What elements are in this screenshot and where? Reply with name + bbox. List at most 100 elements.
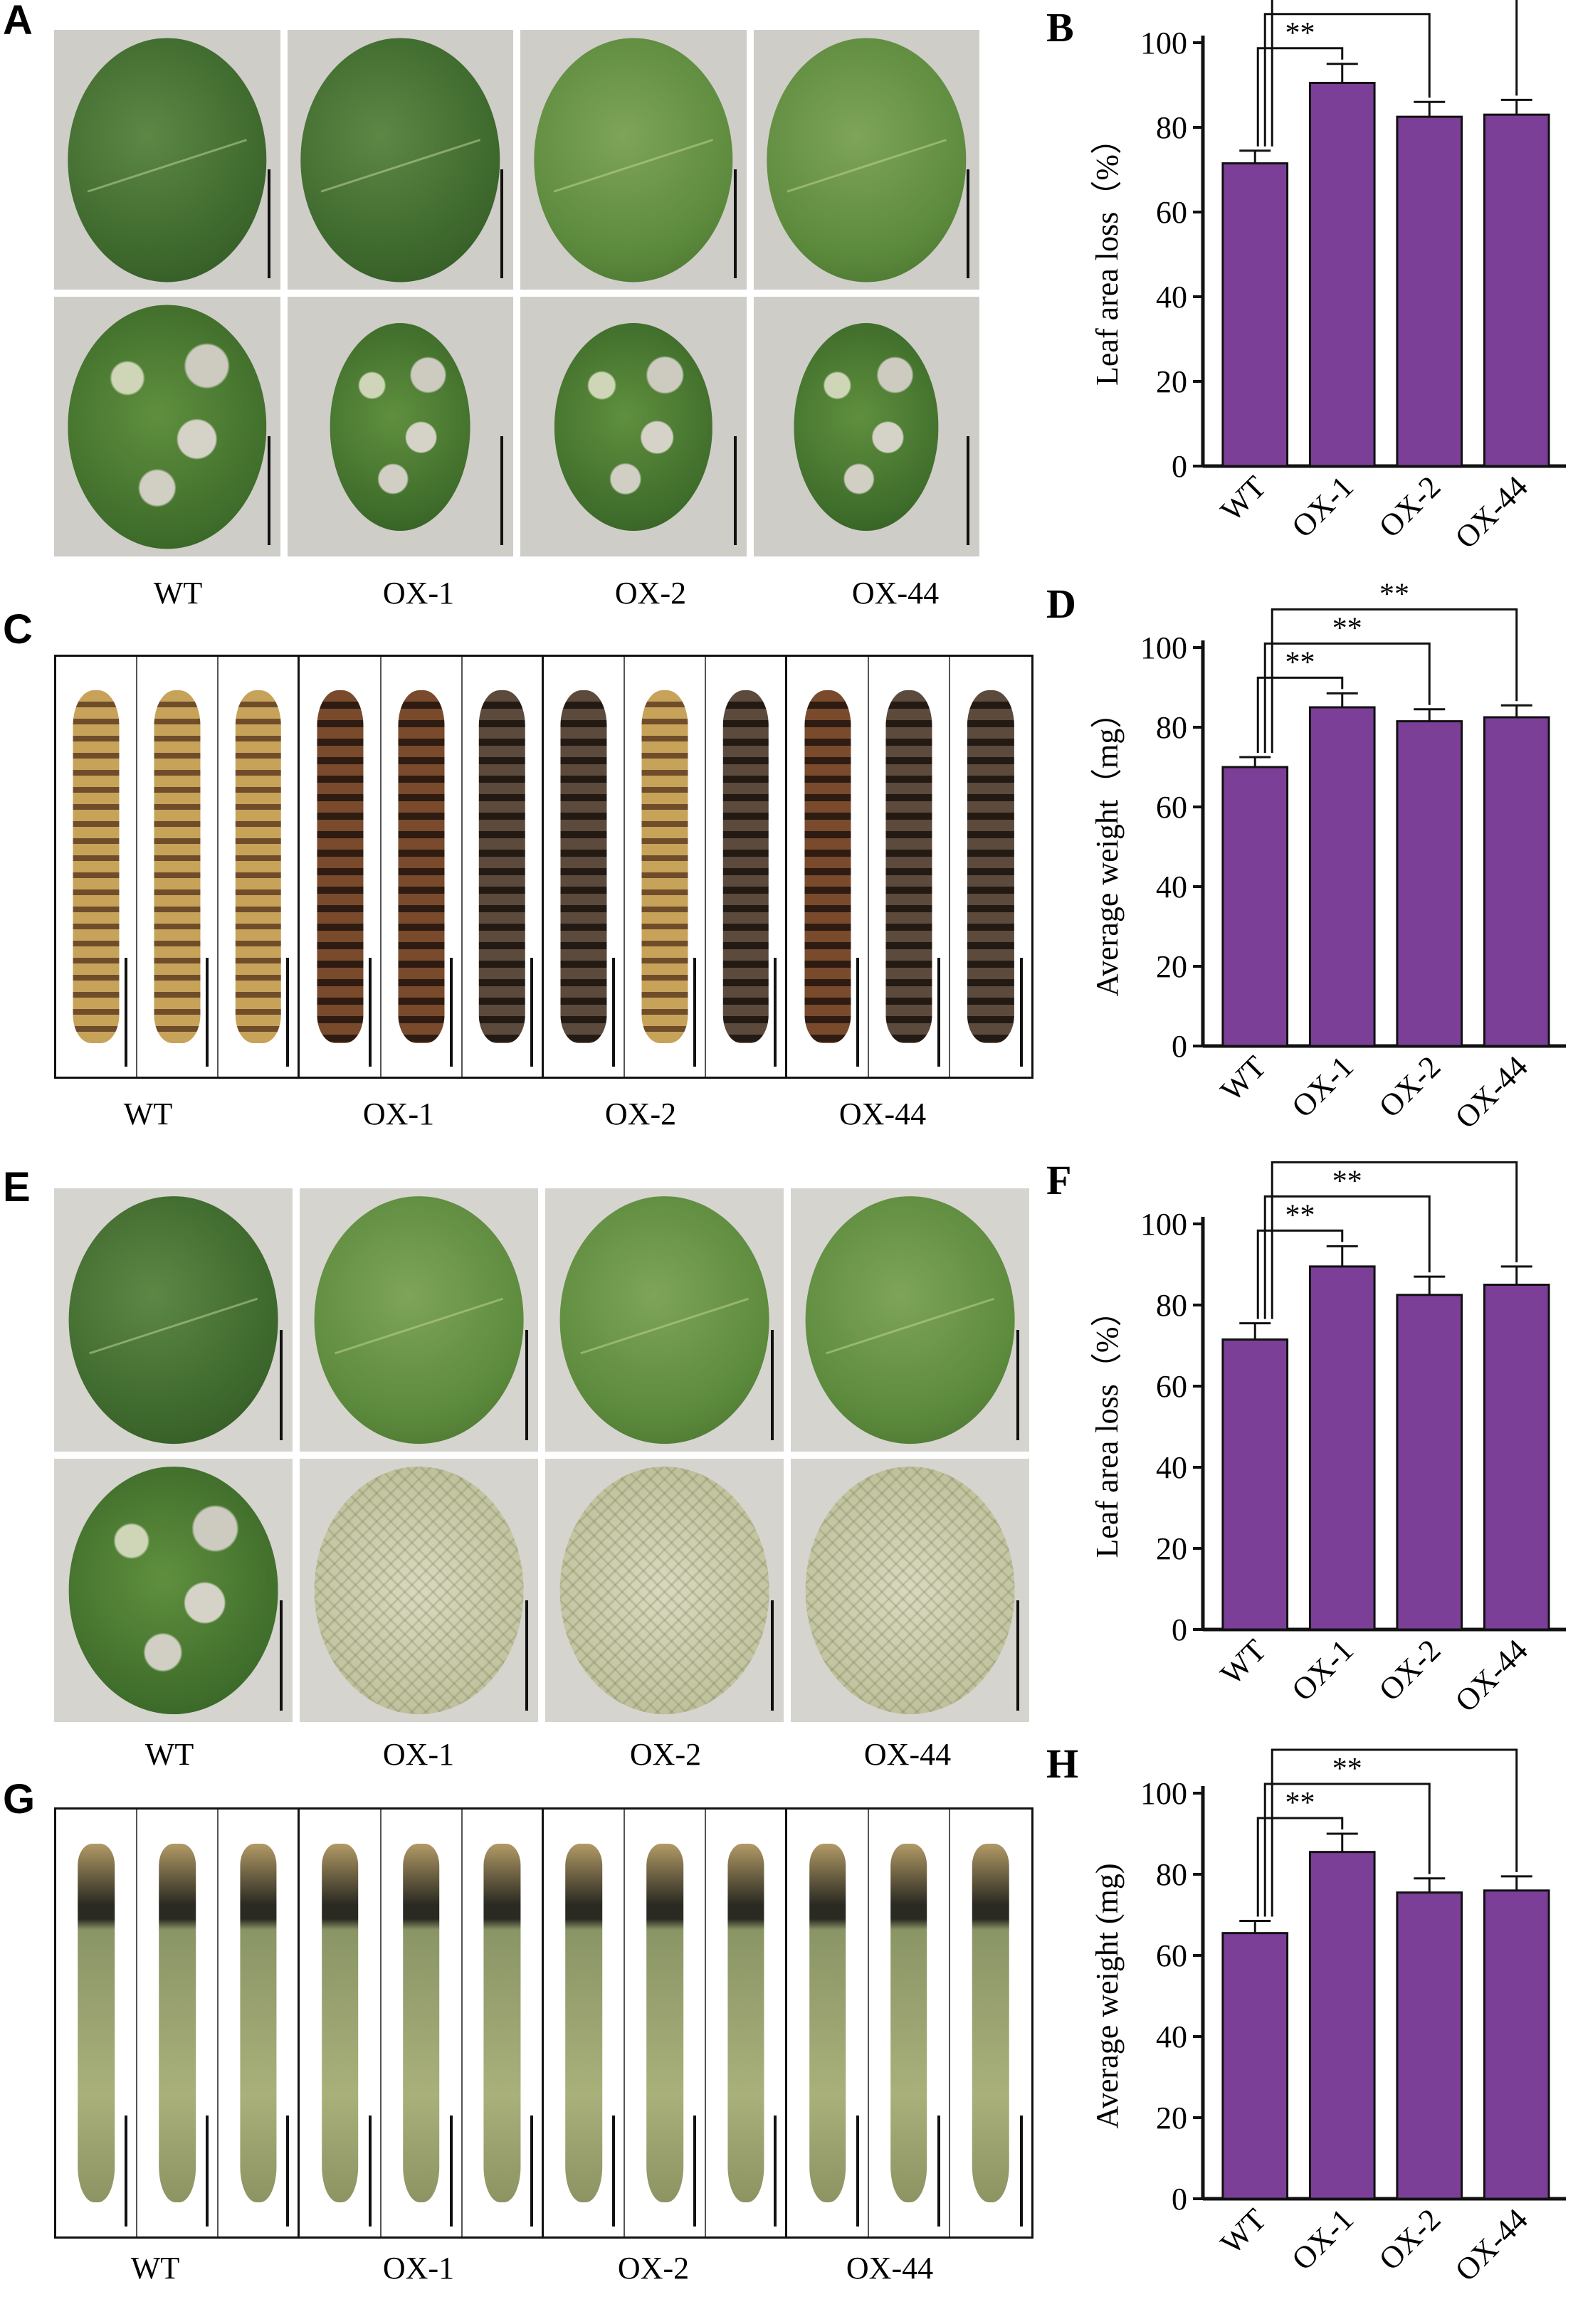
significance-marker: ** bbox=[1285, 1199, 1315, 1232]
significance-bracket bbox=[1271, 0, 1518, 147]
scale-bar bbox=[733, 169, 737, 278]
bar-ox-1 bbox=[1308, 1851, 1376, 2200]
scale-bar bbox=[280, 1600, 283, 1711]
y-tick-label: 80 bbox=[1156, 1288, 1187, 1323]
significance-bracket bbox=[1263, 13, 1431, 147]
scale-bar bbox=[771, 1329, 774, 1440]
group-label-wt: WT bbox=[153, 576, 203, 611]
y-axis-label: Leaf area loss（%） bbox=[1090, 123, 1125, 386]
scale-bar bbox=[125, 2116, 128, 2227]
scale-bar bbox=[449, 957, 453, 1067]
significance-bracket bbox=[1271, 608, 1518, 753]
larva-photo bbox=[382, 657, 463, 1077]
larva-photo bbox=[950, 657, 1031, 1077]
x-tick-label: WT bbox=[1214, 1049, 1273, 1108]
bar-ox-44 bbox=[1483, 1284, 1550, 1631]
scale-bar bbox=[856, 2116, 859, 2227]
larva-photo bbox=[463, 1810, 544, 2236]
significance-marker: ** bbox=[1379, 1736, 1409, 1751]
bar-ox-2 bbox=[1396, 720, 1463, 1047]
y-tick-label: 40 bbox=[1156, 2019, 1187, 2054]
bar-wt bbox=[1221, 766, 1289, 1047]
group-label-ox2: OX-2 bbox=[604, 1097, 677, 1131]
panel-letter-f: F bbox=[1046, 1157, 1071, 1203]
significance-marker: ** bbox=[1332, 612, 1362, 645]
scale-bar bbox=[286, 957, 290, 1067]
scale-bar bbox=[267, 169, 270, 278]
panel-letter-g: G bbox=[3, 1776, 36, 1822]
y-tick-label: 40 bbox=[1156, 870, 1187, 904]
scale-bar bbox=[530, 2116, 533, 2227]
larva-photo bbox=[787, 657, 869, 1077]
y-tick-label: 20 bbox=[1156, 1531, 1187, 1566]
leaf-photo-wt-after bbox=[54, 1459, 293, 1722]
y-tick-label: 100 bbox=[1140, 1207, 1187, 1242]
scale-bar bbox=[368, 957, 372, 1067]
x-tick-label: OX-2 bbox=[1372, 469, 1448, 544]
group-label-ox44: OX-44 bbox=[863, 1737, 952, 1772]
y-axis-label: Average weight (mg) bbox=[1090, 1863, 1125, 2128]
scale-bar bbox=[856, 957, 859, 1067]
significance-bracket bbox=[1271, 1748, 1518, 1917]
x-tick-label: OX-1 bbox=[1285, 469, 1360, 544]
bar-ox-44 bbox=[1483, 113, 1550, 468]
scale-bar bbox=[280, 1329, 283, 1440]
larva-photo bbox=[56, 1810, 138, 2236]
chart-f-leaf-area-loss: F Leaf area loss（%） 0 20 40 60 80 100 WT OX-1 OX-2… bbox=[1046, 1153, 1566, 1718]
larva-photo bbox=[625, 657, 707, 1077]
panel-letter-a: A bbox=[3, 0, 33, 43]
panel-c-larva-photos bbox=[54, 655, 1033, 1079]
scale-bar bbox=[937, 957, 940, 1067]
larva-photo bbox=[137, 1810, 219, 2236]
larva-photo bbox=[382, 1810, 463, 2236]
group-label-ox1: OX-1 bbox=[382, 1737, 455, 1772]
group-label-ox1: OX-1 bbox=[382, 2251, 455, 2286]
group-label-wt: WT bbox=[130, 2251, 180, 2286]
larva-photo bbox=[706, 657, 788, 1077]
x-tick-label: WT bbox=[1214, 1632, 1273, 1691]
bar-ox-1 bbox=[1308, 706, 1376, 1047]
scale-bar bbox=[206, 957, 209, 1067]
group-label-ox1: OX-1 bbox=[362, 1097, 435, 1131]
leaf-photo-wt-before bbox=[54, 1188, 293, 1452]
leaf-photo-ox1-before bbox=[287, 30, 513, 290]
significance-bracket bbox=[1263, 642, 1431, 753]
scale-bar bbox=[967, 169, 969, 278]
significance-bracket bbox=[1263, 1782, 1431, 1917]
larva-photo bbox=[706, 1810, 788, 2236]
significance-marker: ** bbox=[1332, 1165, 1362, 1198]
scale-bar bbox=[774, 957, 777, 1067]
scale-bar bbox=[967, 435, 969, 545]
leaf-photo-ox1-after bbox=[287, 297, 513, 556]
larva-photo bbox=[300, 1810, 382, 2236]
y-tick-label: 80 bbox=[1156, 1857, 1187, 1892]
significance-bracket bbox=[1256, 47, 1344, 147]
leaf-photo-ox2-after bbox=[545, 1459, 784, 1722]
group-label-ox2: OX-2 bbox=[617, 2251, 690, 2286]
scale-bar bbox=[525, 1329, 528, 1440]
panel-e-leaf-photos bbox=[54, 1188, 1029, 1722]
significance-marker: ** bbox=[1332, 1753, 1362, 1785]
x-tick-label: OX-44 bbox=[1448, 1632, 1535, 1718]
scale-bar bbox=[286, 2116, 290, 2227]
bar-wt bbox=[1221, 1338, 1289, 1631]
scale-bar bbox=[449, 2116, 453, 2227]
leaf-photo-ox2-before bbox=[545, 1188, 784, 1452]
larva-photo bbox=[869, 1810, 950, 2236]
x-tick-label: OX-44 bbox=[1448, 469, 1535, 555]
scale-bar bbox=[693, 2116, 697, 2227]
group-label-ox2: OX-2 bbox=[629, 1737, 702, 1772]
bar-wt bbox=[1221, 1932, 1289, 2200]
y-tick-label: 60 bbox=[1156, 1369, 1187, 1404]
significance-marker: ** bbox=[1285, 1787, 1315, 1819]
panel-g-larva-photos bbox=[54, 1807, 1033, 2239]
larva-photo bbox=[950, 1810, 1031, 2236]
bar-ox-44 bbox=[1483, 716, 1550, 1047]
leaf-photo-ox44-after bbox=[791, 1459, 1029, 1722]
bar-ox-1 bbox=[1308, 82, 1376, 468]
y-tick-label: 0 bbox=[1172, 2182, 1187, 2217]
y-tick-label: 60 bbox=[1156, 790, 1187, 825]
chart-b-leaf-area-loss: B Leaf area loss（%） 0 20 40 60 80 100 WT OX-1 OX-2… bbox=[1046, 0, 1566, 555]
scale-bar bbox=[1016, 1329, 1019, 1440]
